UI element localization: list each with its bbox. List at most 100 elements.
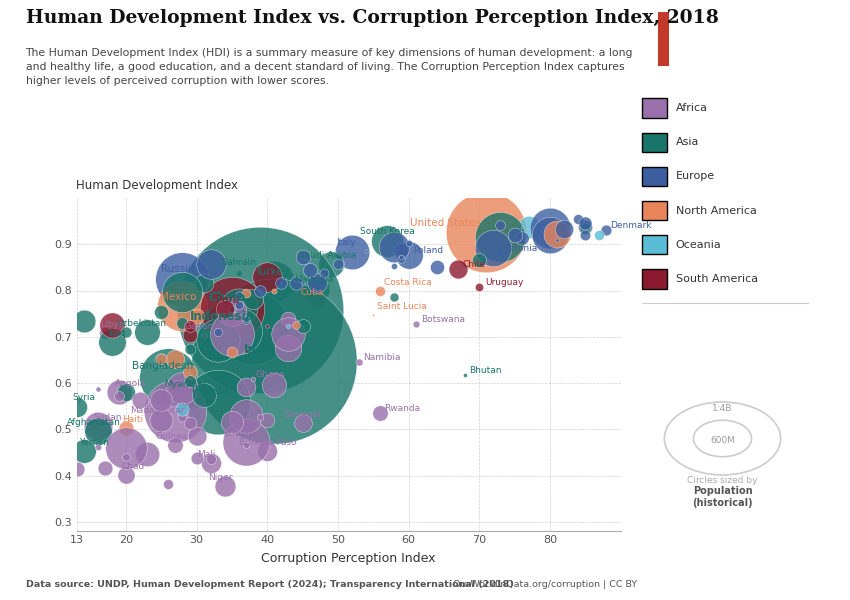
Point: [246, 323, 260, 333]
Text: Rwanda: Rwanda: [384, 404, 421, 413]
Point: [268, 277, 281, 286]
Text: Russia: Russia: [162, 264, 196, 274]
Point: [119, 470, 133, 480]
Point: [246, 374, 260, 384]
Point: [218, 305, 232, 314]
Point: [183, 388, 196, 398]
Point: [473, 255, 486, 265]
Point: [155, 355, 168, 364]
Point: [190, 453, 203, 463]
Point: [232, 268, 246, 278]
Point: [289, 278, 303, 287]
Point: [168, 440, 182, 450]
Point: [225, 305, 239, 314]
Text: Peru: Peru: [216, 295, 240, 305]
Point: [211, 335, 224, 345]
Point: [522, 222, 536, 232]
Point: [119, 423, 133, 433]
Text: Estonia: Estonia: [505, 244, 538, 253]
Text: Human Development Index vs. Corruption Perception Index, 2018: Human Development Index vs. Corruption P…: [26, 9, 718, 27]
Point: [197, 331, 211, 340]
Point: [494, 248, 507, 257]
Point: [296, 253, 309, 262]
Text: Iraq: Iraq: [108, 329, 125, 338]
Point: [388, 292, 401, 302]
Text: Botswana: Botswana: [421, 315, 465, 324]
Point: [402, 251, 416, 260]
Point: [388, 242, 401, 252]
Text: Asia: Asia: [676, 137, 699, 147]
Point: [176, 412, 190, 422]
Text: Namibia: Namibia: [363, 353, 400, 362]
Text: Uruguay: Uruguay: [484, 278, 523, 287]
Text: Nigeria: Nigeria: [155, 398, 188, 407]
Text: 1:4B: 1:4B: [712, 404, 733, 413]
Point: [310, 284, 324, 293]
Text: Human Development Index: Human Development Index: [76, 179, 239, 192]
Point: [162, 479, 175, 489]
Text: Bhutan: Bhutan: [469, 366, 502, 375]
Text: Data source: UNDP, Human Development Report (2024); Transparency International (: Data source: UNDP, Human Development Rep…: [26, 580, 513, 589]
Text: Ethiopia: Ethiopia: [224, 429, 260, 438]
Text: Madagascar: Madagascar: [130, 406, 184, 415]
Point: [260, 272, 274, 281]
Point: [168, 355, 182, 364]
Point: [317, 269, 331, 278]
Point: [190, 431, 203, 441]
Text: Cuba: Cuba: [301, 287, 324, 296]
Point: [176, 404, 190, 414]
Point: [225, 329, 239, 338]
Point: [515, 222, 529, 232]
Point: [225, 417, 239, 427]
X-axis label: Corruption Perception Index: Corruption Perception Index: [261, 552, 436, 565]
Point: [486, 244, 500, 253]
Point: [218, 481, 232, 491]
Point: [332, 259, 345, 269]
Point: [515, 233, 529, 242]
Text: Yemen: Yemen: [79, 438, 110, 447]
Text: Sudan: Sudan: [94, 413, 122, 422]
Point: [133, 395, 147, 405]
Text: Guinea: Guinea: [155, 432, 187, 441]
Point: [260, 415, 274, 425]
Text: OurWorldInData.org/corruption | CC BY: OurWorldInData.org/corruption | CC BY: [453, 580, 638, 589]
Point: [190, 311, 203, 321]
Point: [289, 320, 303, 329]
Text: Costa Rica: Costa Rica: [384, 278, 432, 287]
Text: India: India: [244, 343, 277, 356]
Text: Saint Lucia: Saint Lucia: [377, 302, 428, 311]
Text: Bangladesh: Bangladesh: [132, 361, 194, 371]
Point: [310, 296, 324, 305]
Text: Population: Population: [693, 486, 752, 496]
Point: [183, 344, 196, 353]
Point: [183, 331, 196, 340]
Text: South Korea: South Korea: [360, 227, 415, 236]
Text: China: China: [208, 292, 246, 304]
Point: [239, 412, 252, 421]
Point: [239, 382, 252, 392]
Point: [578, 230, 592, 240]
Text: Gabon: Gabon: [184, 322, 214, 331]
Point: [394, 245, 408, 254]
Point: [91, 426, 105, 436]
Text: 600M: 600M: [710, 436, 735, 445]
Point: [543, 223, 557, 232]
Point: [232, 300, 246, 310]
Point: [394, 254, 408, 263]
Text: Europe: Europe: [676, 172, 715, 181]
Text: Turkey: Turkey: [255, 267, 288, 277]
Text: Oceania: Oceania: [676, 240, 722, 250]
Point: [239, 315, 252, 325]
Point: [204, 455, 218, 464]
Point: [98, 463, 111, 472]
Text: United States: United States: [410, 218, 481, 228]
Point: [296, 418, 309, 428]
Point: [239, 314, 252, 323]
Point: [592, 230, 606, 239]
Point: [310, 278, 324, 288]
Point: [507, 230, 521, 240]
Point: [225, 307, 239, 317]
Point: [91, 384, 105, 394]
Point: [394, 252, 408, 262]
Text: Saudi Arabia: Saudi Arabia: [299, 251, 357, 260]
